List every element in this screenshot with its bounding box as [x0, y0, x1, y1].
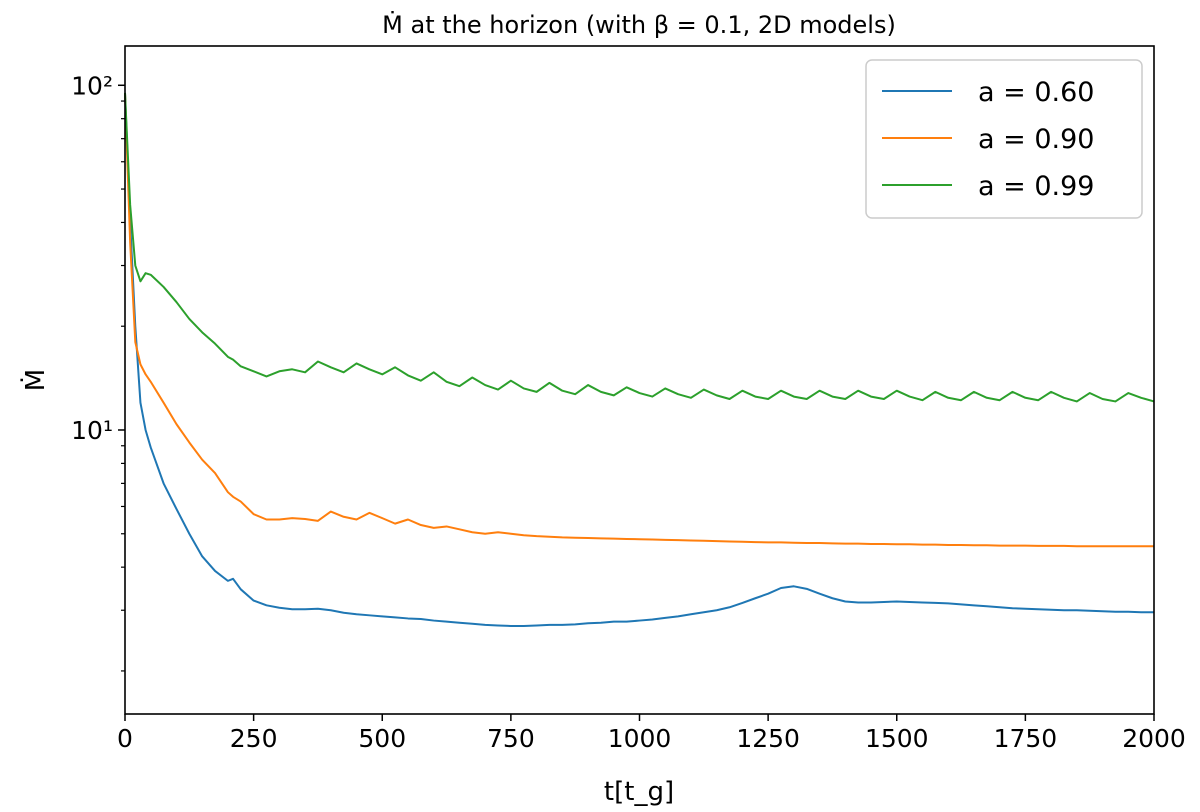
- x-tick-label: 250: [230, 724, 278, 753]
- x-tick-label: 750: [487, 724, 535, 753]
- y-tick-label: 10²: [71, 71, 113, 100]
- y-axis: 10¹ 10²: [71, 71, 125, 672]
- legend-label-2: a = 0.90: [978, 124, 1094, 155]
- x-tick-label: 1000: [608, 724, 672, 753]
- x-tick-label: 500: [358, 724, 406, 753]
- x-axis-title: t[t_g]: [604, 777, 674, 807]
- series-line-3: [124, 92, 1155, 403]
- series-line-2: [124, 92, 1154, 548]
- x-axis: 0 250 500 750 1000 1250 1500 1750 2000: [117, 714, 1186, 753]
- x-tick-label: 0: [117, 724, 133, 753]
- legend-label-1: a = 0.60: [978, 77, 1094, 108]
- x-tick-label: 1500: [865, 724, 929, 753]
- y-axis-title: Ṁ: [19, 369, 51, 391]
- plot-area: [124, 92, 1155, 627]
- y-tick-label: 10¹: [71, 416, 113, 445]
- chart-title: Ṁ at the horizon (with β = 0.1, 2D model…: [382, 10, 896, 39]
- x-tick-label: 1750: [994, 724, 1058, 753]
- legend-label-3: a = 0.99: [978, 171, 1094, 202]
- series-line-1: [124, 92, 1154, 627]
- legend-box: [865, 59, 1143, 219]
- legend: a = 0.60 a = 0.90 a = 0.99: [865, 59, 1143, 219]
- x-tick-label: 2000: [1122, 724, 1186, 753]
- x-tick-label: 1250: [736, 724, 800, 753]
